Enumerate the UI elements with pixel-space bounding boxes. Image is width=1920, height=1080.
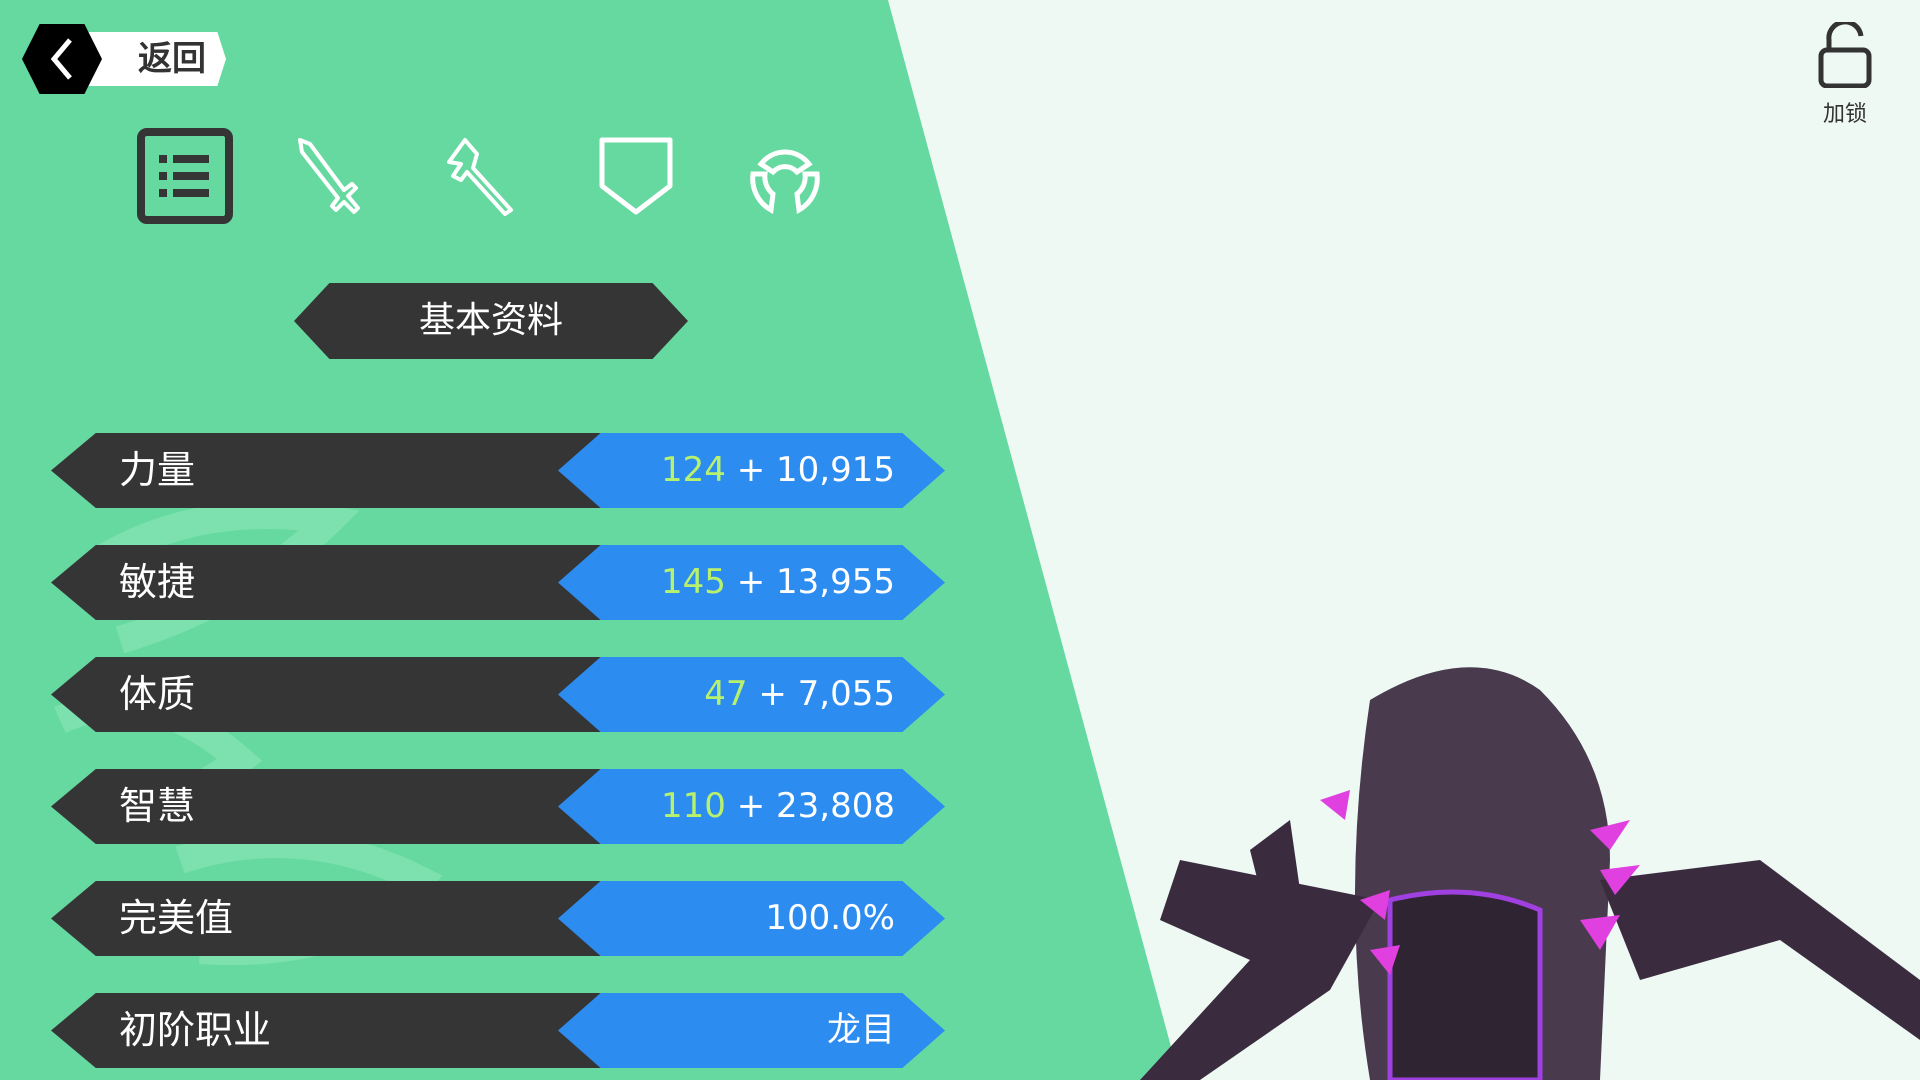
back-label: 返回 bbox=[82, 32, 226, 86]
stat-base: 110 bbox=[661, 786, 726, 826]
stat-bonus: 龙目 bbox=[827, 1010, 895, 1050]
stat-bonus: + 10,915 bbox=[736, 450, 895, 490]
stat-name: 初阶职业 bbox=[119, 1008, 272, 1052]
stat-bonus: 100.0% bbox=[765, 898, 895, 938]
stat-row-strength: 力量 124 + 10,915 bbox=[51, 433, 945, 508]
stat-row-agility: 敏捷 145 + 13,955 bbox=[51, 545, 945, 620]
tab-weapon[interactable] bbox=[286, 128, 382, 224]
stat-name: 体质 bbox=[119, 672, 196, 716]
unlock-icon bbox=[1818, 19, 1872, 89]
stat-base: 124 bbox=[661, 450, 726, 490]
tab-accessory[interactable] bbox=[737, 128, 833, 224]
stat-name: 力量 bbox=[119, 448, 196, 492]
creature-model bbox=[1140, 667, 1920, 1080]
tab-basic-info[interactable] bbox=[137, 128, 233, 224]
stat-base: 145 bbox=[661, 562, 726, 602]
stat-bonus: + 23,808 bbox=[736, 786, 895, 826]
ring-icon bbox=[750, 149, 820, 215]
stat-name: 智慧 bbox=[119, 784, 196, 828]
list-icon bbox=[137, 128, 233, 224]
stat-row-wisdom: 智慧 110 + 23,808 bbox=[51, 769, 945, 844]
back-button[interactable]: 返回 bbox=[22, 24, 226, 94]
sword-icon bbox=[298, 138, 360, 214]
tab-armor[interactable] bbox=[588, 128, 684, 224]
stat-row-constitution: 体质 47 + 7,055 bbox=[51, 657, 945, 732]
lock-button[interactable]: 加锁 bbox=[1810, 19, 1880, 128]
shield-icon bbox=[599, 137, 673, 215]
lock-label: 加锁 bbox=[1822, 102, 1867, 127]
stat-row-class: 初阶职业 龙目 bbox=[51, 993, 945, 1068]
stat-row-perfection: 完美值 100.0% bbox=[51, 881, 945, 956]
hammer-icon bbox=[447, 138, 513, 216]
tab-tool[interactable] bbox=[437, 128, 533, 224]
stat-base: 47 bbox=[704, 674, 748, 714]
back-chevron-icon bbox=[22, 24, 102, 94]
section-title: 基本资料 bbox=[294, 283, 688, 359]
stat-bonus: + 13,955 bbox=[736, 562, 895, 602]
stat-name: 敏捷 bbox=[119, 560, 196, 604]
stat-bonus: + 7,055 bbox=[758, 674, 895, 714]
stat-name: 完美值 bbox=[119, 896, 234, 940]
